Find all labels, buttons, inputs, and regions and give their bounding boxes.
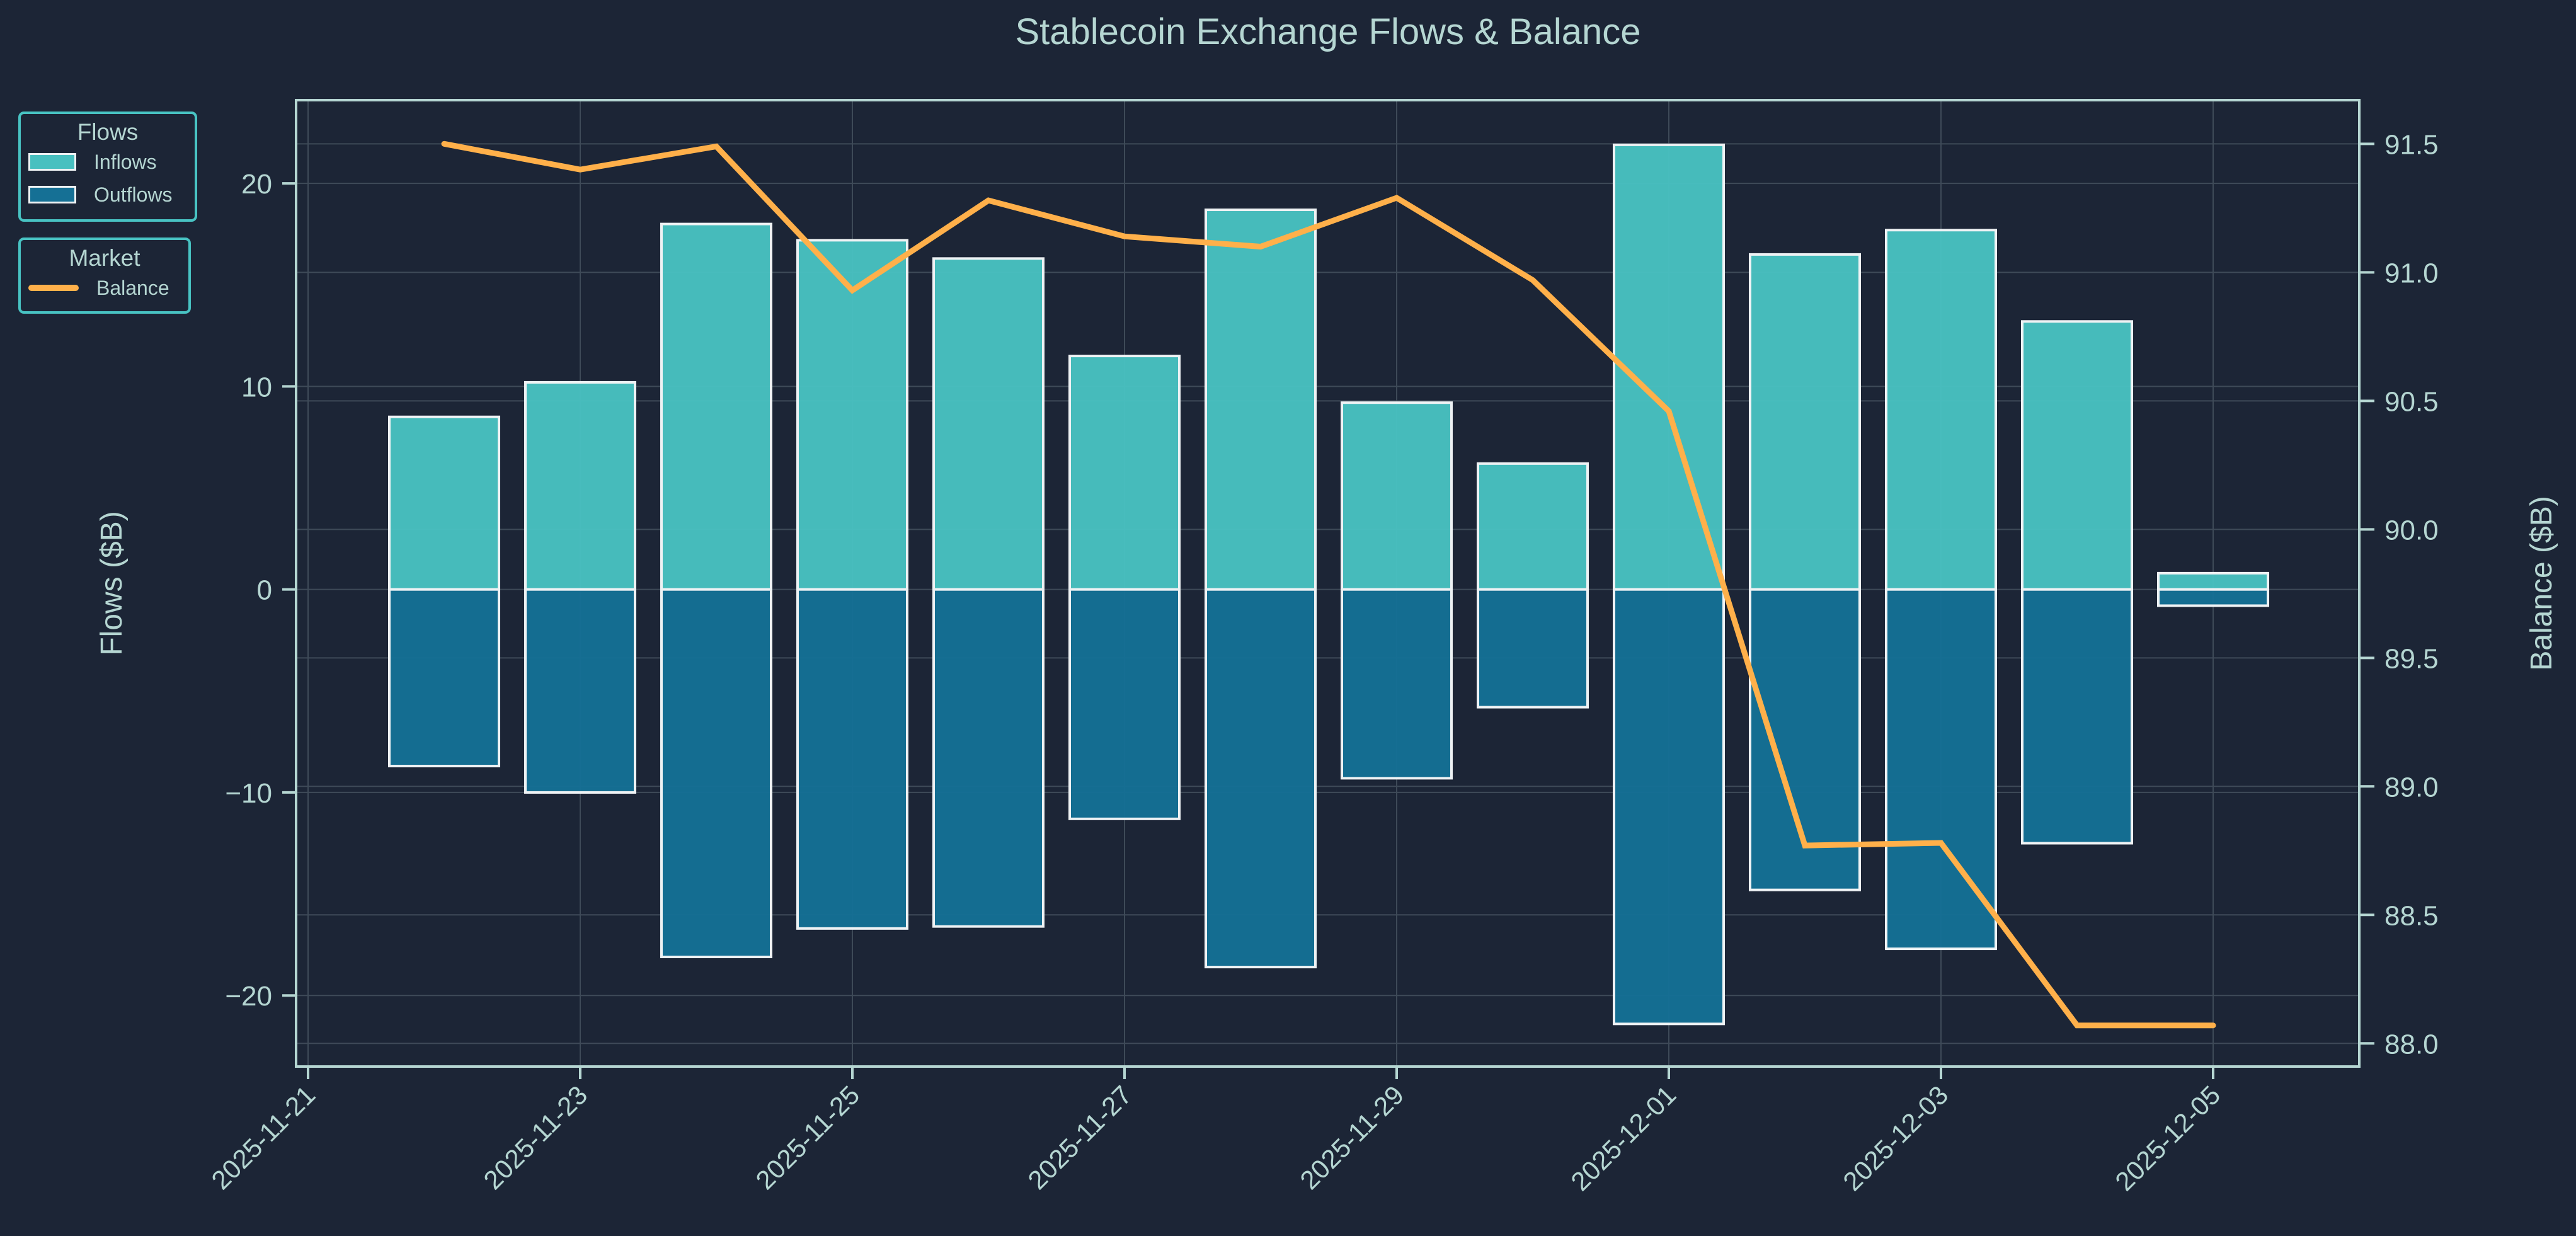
- legend-label: Inflows: [94, 150, 157, 173]
- left-y-tick-label: 20: [241, 169, 272, 200]
- plot-frame: [295, 99, 2361, 1068]
- bar-outflows[interactable]: [1341, 588, 1453, 780]
- left-y-tick-label: 10: [241, 372, 272, 403]
- bar-outflows[interactable]: [524, 588, 636, 794]
- right-y-tick-label: 88.5: [2384, 900, 2439, 931]
- x-axis: 2025-11-21 2025-11-23 2025-11-25 2025-11-27…: [205, 1067, 2226, 1196]
- bar-outflows[interactable]: [2157, 588, 2269, 607]
- legend-entry-outflows[interactable]: Outflows: [28, 178, 195, 211]
- legend-market: Market Balance: [18, 237, 191, 314]
- x-tick-label: 2025-11-21: [205, 1080, 321, 1195]
- left-y-axis: −20 −10 0 10 20: [225, 169, 296, 1012]
- left-y-tick-label: 0: [257, 575, 272, 606]
- right-y-axis: 88.0 88.5 89.0 89.5 90.0 90.5 91.0 91.5: [2359, 129, 2439, 1060]
- x-tick-label: 2025-11-29: [1294, 1080, 1409, 1195]
- legend-flows-title: Flows: [77, 119, 139, 145]
- bar-inflows[interactable]: [1341, 401, 1453, 591]
- bar-inflows[interactable]: [1477, 462, 1589, 591]
- bar-outflows[interactable]: [1613, 588, 1725, 1026]
- bar-inflows[interactable]: [2021, 320, 2133, 591]
- left-y-tick-label: −10: [225, 778, 272, 809]
- bar-outflows[interactable]: [932, 588, 1045, 928]
- right-y-tick-label: 90.0: [2384, 515, 2439, 546]
- x-tick-label: 2025-12-03: [1837, 1080, 1954, 1196]
- bar-inflows[interactable]: [1885, 229, 1997, 591]
- legend-entry-balance[interactable]: Balance: [28, 272, 188, 304]
- bar-outflows[interactable]: [660, 588, 772, 958]
- balance-line-swatch-icon: [28, 285, 79, 291]
- bar-inflows[interactable]: [796, 239, 908, 591]
- bars: [388, 143, 2269, 1026]
- bar-inflows[interactable]: [388, 415, 500, 591]
- right-y-tick-label: 91.5: [2384, 129, 2439, 160]
- right-y-tick-label: 88.0: [2384, 1029, 2439, 1060]
- x-tick-label: 2025-11-25: [750, 1080, 865, 1195]
- bar-outflows[interactable]: [1477, 588, 1589, 709]
- bar-inflows[interactable]: [1749, 253, 1861, 591]
- bar-outflows[interactable]: [1205, 588, 1317, 969]
- legend-label: Outflows: [94, 183, 173, 206]
- x-tick-label: 2025-12-05: [2109, 1080, 2226, 1196]
- bar-outflows[interactable]: [2021, 588, 2133, 845]
- legend-label: Balance: [96, 276, 169, 299]
- bar-inflows[interactable]: [2157, 571, 2269, 591]
- bar-inflows[interactable]: [1068, 355, 1181, 591]
- right-y-tick-label: 90.5: [2384, 386, 2439, 417]
- right-y-tick-label: 89.5: [2384, 643, 2439, 674]
- right-y-axis-label: Balance ($B): [2525, 496, 2558, 670]
- bar-inflows[interactable]: [1205, 209, 1317, 591]
- chart-title: Stablecoin Exchange Flows & Balance: [1015, 11, 1640, 52]
- legend-flows: Flows Inflows Outflows: [18, 112, 197, 222]
- inflows-swatch-icon: [28, 153, 76, 171]
- bar-inflows[interactable]: [932, 257, 1045, 591]
- x-tick-label: 2025-11-27: [1022, 1080, 1137, 1195]
- bar-inflows[interactable]: [1613, 143, 1725, 591]
- x-tick-label: 2025-11-23: [478, 1080, 593, 1195]
- left-y-axis-label: Flows ($B): [95, 511, 129, 655]
- outflows-swatch-icon: [28, 186, 76, 203]
- left-y-tick-label: −20: [225, 981, 272, 1012]
- bar-outflows[interactable]: [1068, 588, 1181, 820]
- bar-outflows[interactable]: [388, 588, 500, 768]
- bar-inflows[interactable]: [660, 222, 772, 591]
- balance-line-group: [441, 140, 2216, 1029]
- bar-outflows[interactable]: [796, 588, 908, 930]
- right-y-tick-label: 89.0: [2384, 772, 2439, 803]
- balance-line[interactable]: [441, 140, 2216, 1029]
- bar-inflows[interactable]: [524, 381, 636, 591]
- legend-entry-inflows[interactable]: Inflows: [28, 146, 195, 178]
- right-y-tick-label: 91.0: [2384, 258, 2439, 289]
- x-tick-label: 2025-12-01: [1565, 1080, 1681, 1196]
- legend-market-title: Market: [69, 245, 140, 271]
